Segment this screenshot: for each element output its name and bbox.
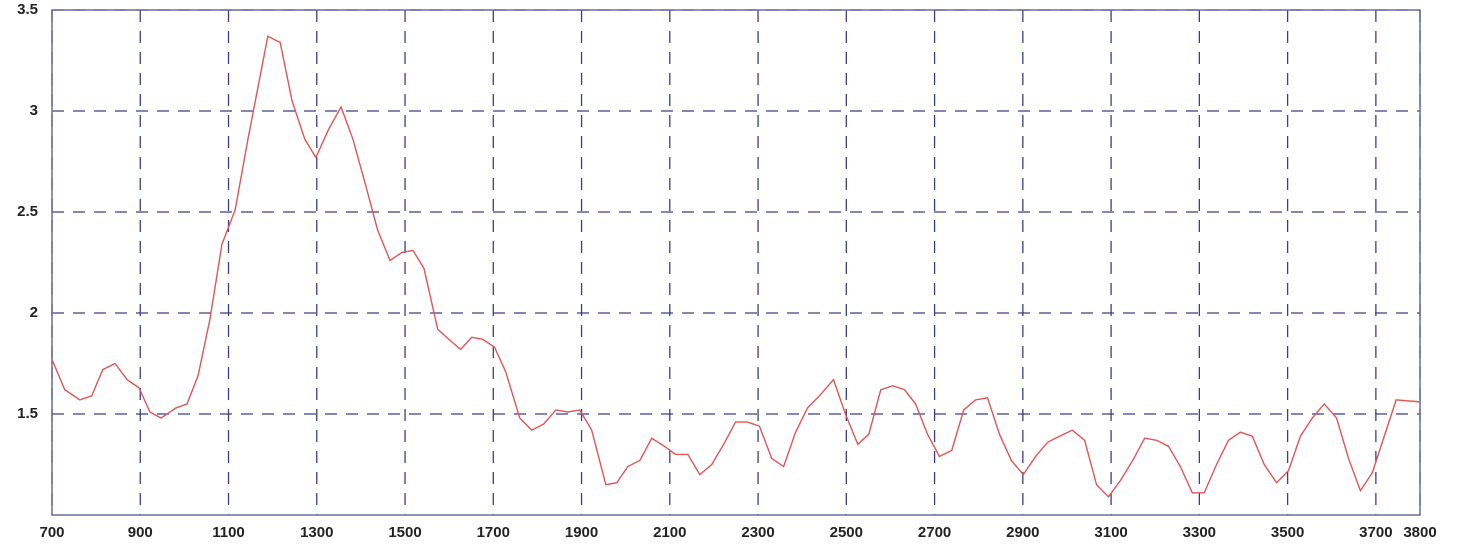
x-tick-label: 2500	[830, 524, 863, 541]
x-tick-label: 1700	[477, 524, 510, 541]
y-tick-label: 2.5	[17, 203, 38, 220]
y-tick-label: 3.5	[17, 1, 38, 18]
x-tick-label: 3100	[1094, 524, 1127, 541]
x-tick-label: 2900	[1006, 524, 1039, 541]
y-tick-label: 2	[30, 304, 38, 321]
x-tick-label: 1900	[565, 524, 598, 541]
data-line	[51, 35, 1421, 498]
y-tick-label: 3	[30, 102, 38, 119]
x-tick-label: 1500	[388, 524, 421, 541]
x-tick-label: 3500	[1271, 524, 1304, 541]
x-tick-label: 2300	[741, 524, 774, 541]
x-tick-label: 900	[128, 524, 153, 541]
x-tick-label: 1100	[212, 524, 245, 541]
x-tick-label: 3800	[1403, 524, 1436, 541]
x-tick-label: 700	[39, 524, 64, 541]
x-tick-label: 2700	[918, 524, 951, 541]
x-tick-label: 2100	[653, 524, 686, 541]
x-tick-label: 1300	[300, 524, 333, 541]
x-tick-label: 3700	[1359, 524, 1392, 541]
x-tick-label: 3300	[1183, 524, 1216, 541]
plot-border	[51, 9, 1421, 516]
y-tick-label: 1.5	[17, 405, 38, 422]
